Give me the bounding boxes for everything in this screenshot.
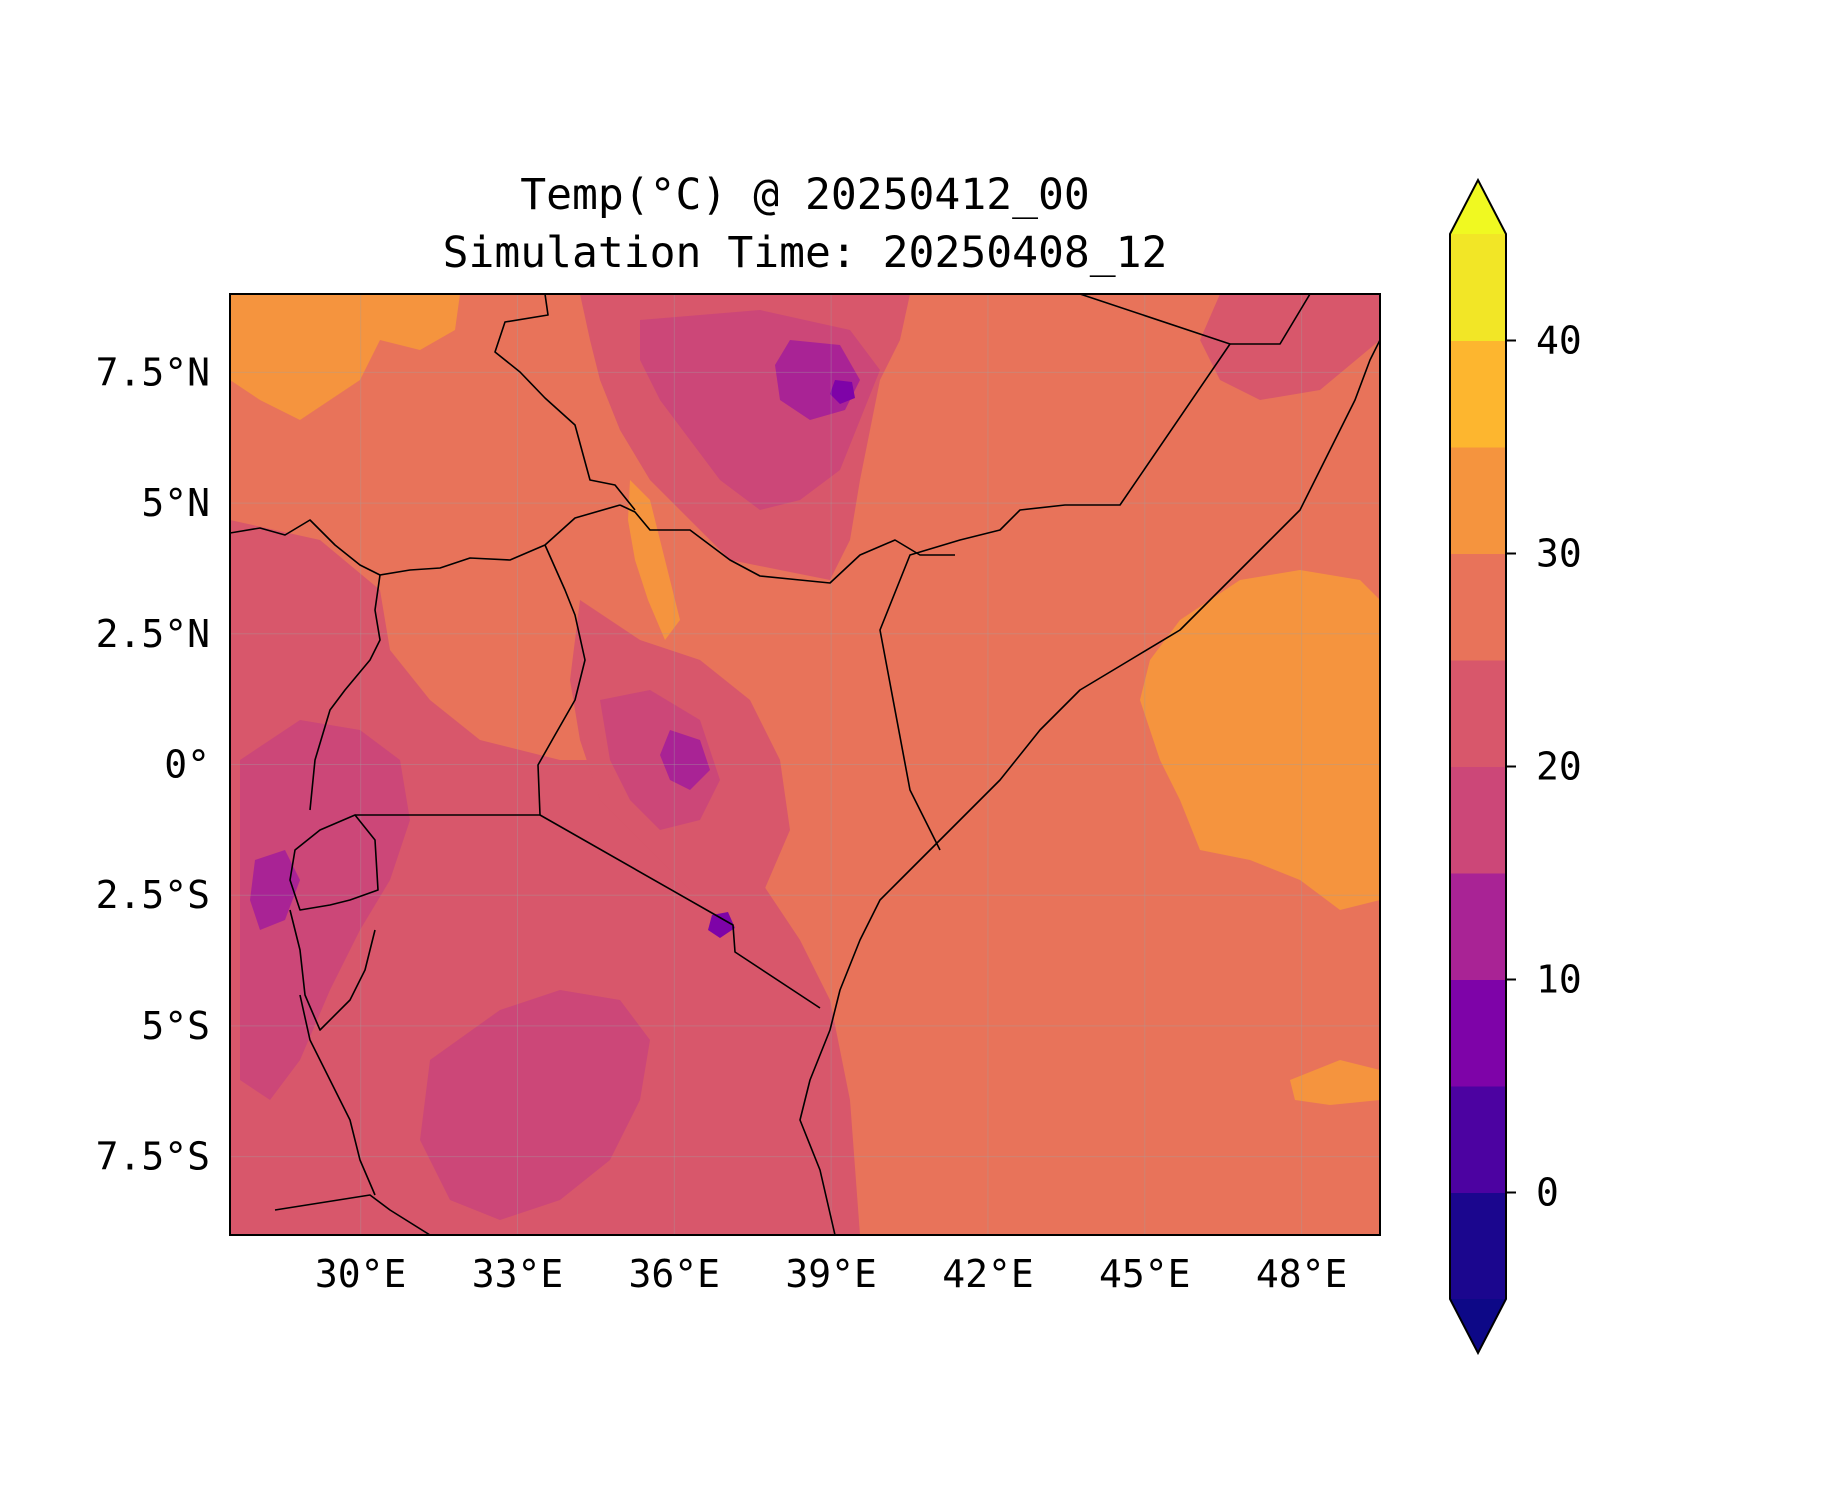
cool-region-southwest xyxy=(230,520,860,1235)
colorbar-segment xyxy=(1450,1192,1506,1300)
border-uganda-kenya xyxy=(537,544,586,816)
coastline xyxy=(799,339,1380,1235)
x-tick-label: 30°E xyxy=(315,1252,407,1296)
colorbar-tick-label: 0 xyxy=(1536,1171,1559,1215)
warm-region-ocean-south xyxy=(1290,1060,1380,1105)
map-subtitle: Simulation Time: 20250408_12 xyxy=(442,228,1168,278)
cold-region-kenya xyxy=(600,690,720,830)
border-uganda-drc xyxy=(309,574,381,811)
cool-region-northeast xyxy=(1200,294,1380,400)
colorbar-segment xyxy=(1450,1086,1506,1193)
x-tick-label: 45°E xyxy=(1099,1252,1191,1296)
x-tick-label: 33°E xyxy=(472,1252,564,1296)
y-tick-label: 2.5°S xyxy=(96,873,210,917)
colorbar-segment xyxy=(1450,873,1506,980)
colorbar-segment xyxy=(1450,766,1506,874)
x-tick-label: 39°E xyxy=(785,1252,877,1296)
colorbar-segment xyxy=(1450,553,1506,661)
border-uganda-south-sudan xyxy=(230,504,621,576)
coldest-spot-kili xyxy=(708,912,735,938)
y-tick-label: 5°N xyxy=(141,481,210,525)
coldest-spot-kenya xyxy=(660,730,710,790)
colorbar: 0 10 20 30 40 xyxy=(1449,177,1582,1356)
colorbar-outline xyxy=(1449,177,1507,1356)
border-burundi xyxy=(289,909,376,1031)
colorbar-extend-min xyxy=(1450,1299,1506,1353)
border-ethiopia-sudan xyxy=(494,294,636,511)
map-title: Temp(°C) @ 20250412_00 xyxy=(520,170,1090,220)
x-tick-label: 48°E xyxy=(1256,1252,1348,1296)
colorbar-segment xyxy=(1450,447,1506,554)
border-ethiopia-kenya xyxy=(619,504,955,584)
colorbar-segment xyxy=(1450,234,1506,341)
y-tick-label: 2.5°N xyxy=(96,612,210,656)
colorbar-segment xyxy=(1450,979,1506,1087)
x-tick-label: 42°E xyxy=(942,1252,1034,1296)
x-tick-label: 36°E xyxy=(629,1252,721,1296)
border-tanzania-zambia xyxy=(274,1194,431,1235)
colorbar-segment xyxy=(1450,340,1506,448)
border-rwanda-burundi xyxy=(289,814,379,911)
cold-region-tanzania xyxy=(420,990,650,1220)
y-tick-label: 7.5°N xyxy=(96,350,210,394)
x-axis-ticks: 30°E 33°E 36°E 39°E 42°E 45°E 48°E xyxy=(315,1252,1347,1296)
y-tick-label: 7.5°S xyxy=(96,1135,210,1179)
border-lake-tanganyika xyxy=(299,994,376,1196)
map-gridlines xyxy=(230,294,1380,1235)
border-kenya-tanzania xyxy=(539,814,821,1009)
colorbar-segment xyxy=(1450,660,1506,767)
border-somalia-gulf xyxy=(1079,294,1231,345)
colorbar-tick-label: 20 xyxy=(1536,745,1582,789)
border-somalia-ethiopia xyxy=(879,294,1311,851)
temperature-field xyxy=(230,294,1380,1235)
colorbar-tick-label: 10 xyxy=(1536,958,1582,1002)
warm-region-northwest xyxy=(230,294,460,420)
y-tick-label: 0° xyxy=(164,743,210,787)
y-axis-ticks: 7.5°N 5°N 2.5°N 0° 2.5°S 5°S 7.5°S xyxy=(96,350,210,1178)
colorbar-extend-max xyxy=(1450,180,1506,234)
map-frame xyxy=(229,293,1381,1236)
country-borders xyxy=(230,294,1380,1235)
coldest-spot-simien xyxy=(830,380,855,404)
colorbar-tick-label: 30 xyxy=(1536,532,1582,576)
coldest-spot-rwanda xyxy=(250,850,300,930)
colorbar-tick-label: 40 xyxy=(1536,319,1582,363)
warm-region-ocean-east xyxy=(1140,570,1380,910)
y-tick-label: 5°S xyxy=(141,1004,210,1048)
